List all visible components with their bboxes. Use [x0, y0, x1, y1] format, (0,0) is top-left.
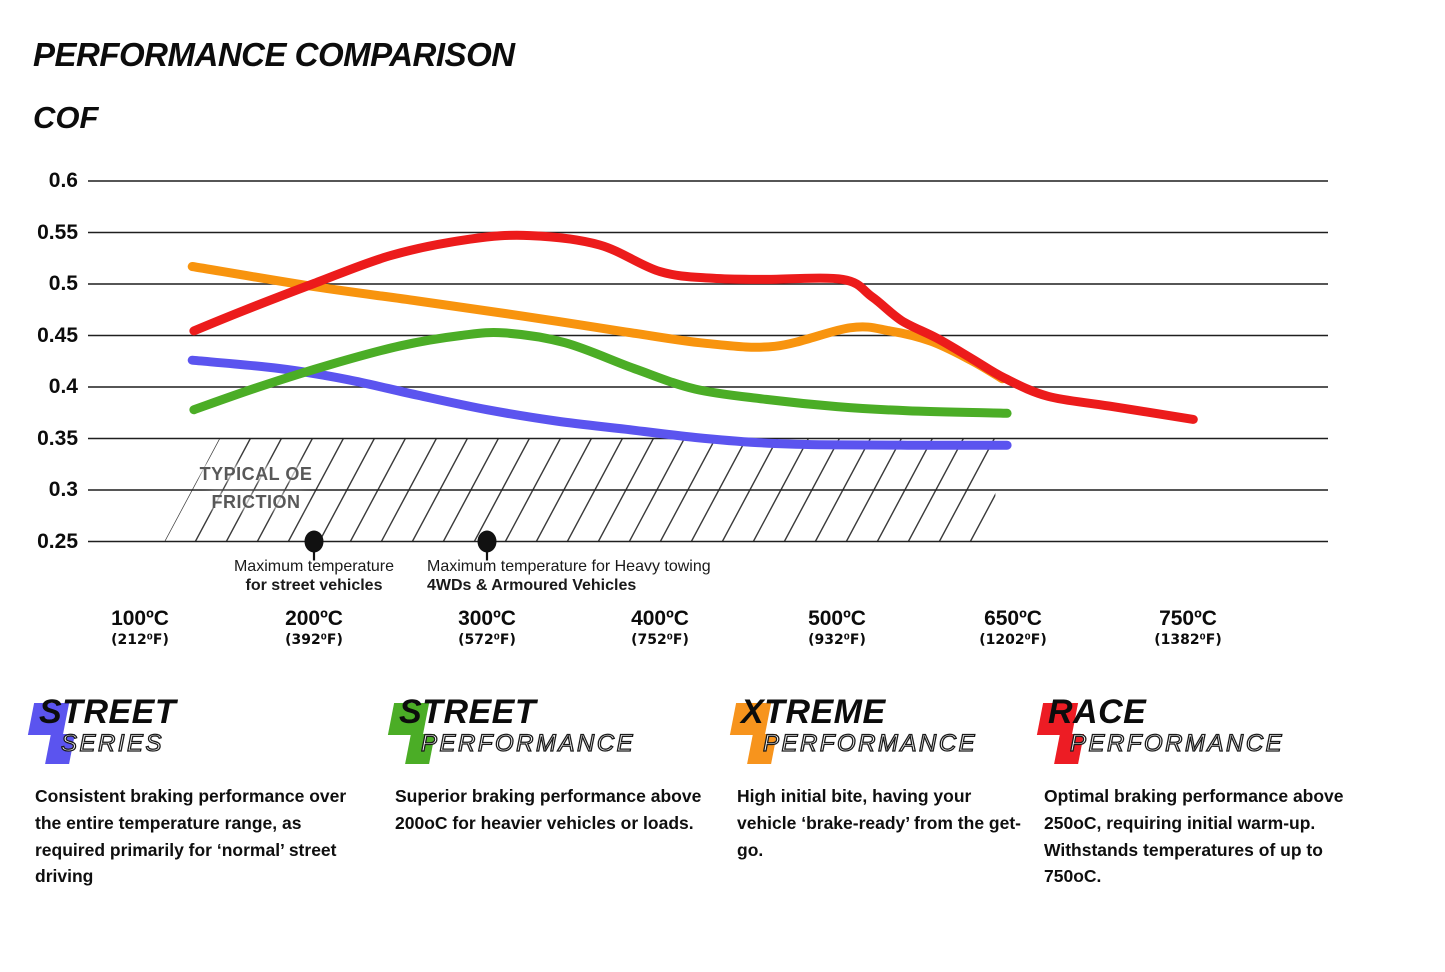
performance-chart — [88, 180, 1328, 561]
x-axis-tick: 200ºC (392⁰F) — [226, 607, 402, 649]
legend-word1: XTREME — [741, 693, 886, 731]
marker-annotation: Maximum temperature for Heavy towing 4WDs… — [427, 557, 757, 595]
x-axis-tick-fahrenheit: (392⁰F) — [285, 632, 343, 648]
legend-word2: PERFORMANCE — [1069, 729, 1285, 757]
y-axis-title: COF — [33, 100, 99, 135]
series-line-xtreme-performance — [187, 262, 1007, 384]
legend-word2: SERIES — [60, 729, 165, 757]
y-axis-tick-label: 0.35 — [37, 426, 78, 450]
legend-description: Superior braking performance above 200oC… — [395, 786, 702, 833]
legend-item-xtreme-performance: XTREME PERFORMANCE High initial bite, havi… — [729, 693, 1022, 860]
x-axis-tick-celsius: 300ºC — [458, 607, 516, 630]
legend-item-race-performance: RACE PERFORMANCE Optimal braking performan… — [1036, 693, 1374, 886]
x-axis-tick: 400ºC (752⁰F) — [572, 607, 748, 649]
x-axis-tick: 750ºC (1382⁰F) — [1100, 607, 1276, 649]
x-axis-tick-celsius: 400ºC — [631, 607, 689, 630]
legend-word1: RACE — [1048, 693, 1147, 731]
x-axis-tick-fahrenheit: (932⁰F) — [808, 632, 866, 648]
marker-annotation-line1: Maximum temperature — [233, 558, 395, 575]
y-axis-tick-label: 0.4 — [48, 375, 78, 398]
legend-item-street-performance: STREET PERFORMANCE Superior braking perfor… — [387, 693, 717, 833]
x-axis-tick: 650ºC (1202⁰F) — [925, 607, 1101, 649]
y-axis-tick-label: 0.5 — [48, 272, 78, 295]
series-line-street-series — [187, 355, 1012, 450]
y-axis-tick-label: 0.3 — [48, 478, 78, 501]
marker-annotation-line1: Maximum temperature for Heavy towing — [427, 558, 711, 575]
x-axis-tick-fahrenheit: (1382⁰F) — [1154, 632, 1222, 648]
x-axis-tick-celsius: 750ºC — [1159, 607, 1217, 630]
series-line-street-performance — [189, 328, 1012, 418]
legend-word2: PERFORMANCE — [762, 729, 978, 757]
marker-dot — [304, 530, 324, 553]
x-axis-tick: 500ºC (932⁰F) — [749, 607, 925, 649]
hatch-line — [969, 438, 996, 542]
legend-logo: RACE PERFORMANCE — [1036, 693, 1374, 769]
oe-friction-label: TYPICAL OE FRICTION — [192, 460, 320, 516]
x-axis-tick-fahrenheit: (212⁰F) — [111, 632, 169, 648]
x-axis-tick-fahrenheit: (1202⁰F) — [979, 632, 1047, 648]
y-axis-tick-label: 0.45 — [37, 323, 78, 347]
legend-word2: PERFORMANCE — [420, 729, 636, 757]
y-axis-tick-label: 0.55 — [37, 220, 78, 244]
legend-description: High initial bite, having your vehicle ‘… — [737, 786, 1021, 860]
x-axis-tick: 300ºC (572⁰F) — [399, 607, 575, 649]
legend-description: Consistent braking performance over the … — [35, 786, 347, 887]
page-title: PERFORMANCE COMPARISON — [33, 36, 515, 73]
marker-dot — [477, 530, 497, 553]
x-axis-tick: 100ºC (212⁰F) — [52, 607, 228, 649]
legend-logo: STREET PERFORMANCE — [387, 693, 717, 769]
x-axis-tick-celsius: 500ºC — [808, 607, 866, 630]
x-axis-tick-celsius: 100ºC — [111, 607, 169, 630]
legend-description: Optimal braking performance above 250oC,… — [1044, 786, 1344, 887]
legend-word1: STREET — [39, 693, 177, 731]
legend-item-street-series: STREET SERIES Consistent braking performan… — [27, 693, 365, 886]
legend-word1: STREET — [399, 693, 537, 731]
marker-annotation: Maximum temperature for street vehicles — [209, 557, 419, 595]
x-axis-tick-celsius: 650ºC — [984, 607, 1042, 630]
y-axis-tick-label: 0.6 — [48, 169, 78, 192]
marker-annotation-line2: 4WDs & Armoured Vehicles — [427, 577, 637, 594]
legend-logo: XTREME PERFORMANCE — [729, 693, 1022, 769]
x-axis-tick-fahrenheit: (572⁰F) — [458, 632, 516, 648]
y-axis-tick-label: 0.25 — [37, 529, 78, 553]
legend-logo: STREET SERIES — [27, 693, 365, 769]
oe-friction-label-line1: TYPICAL OE — [199, 464, 313, 484]
x-axis-tick-celsius: 200ºC — [285, 607, 343, 630]
oe-friction-label-line2: FRICTION — [211, 492, 301, 512]
series-line-race-performance — [189, 230, 1198, 424]
marker-annotation-line2: for street vehicles — [245, 577, 383, 594]
x-axis-tick-fahrenheit: (752⁰F) — [631, 632, 689, 648]
